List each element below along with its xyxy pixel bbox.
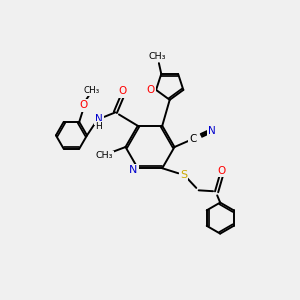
Text: N: N [95,114,103,124]
Text: S: S [180,170,187,180]
Text: O: O [217,166,225,176]
Text: O: O [118,86,127,97]
Text: N: N [129,165,137,175]
Text: O: O [80,100,88,110]
Text: C: C [189,134,197,144]
Text: CH₃: CH₃ [96,152,113,160]
Text: CH₃: CH₃ [84,86,100,95]
Text: N: N [208,126,215,136]
Text: O: O [147,85,155,95]
Text: H: H [96,122,102,131]
Text: CH₃: CH₃ [149,52,166,61]
